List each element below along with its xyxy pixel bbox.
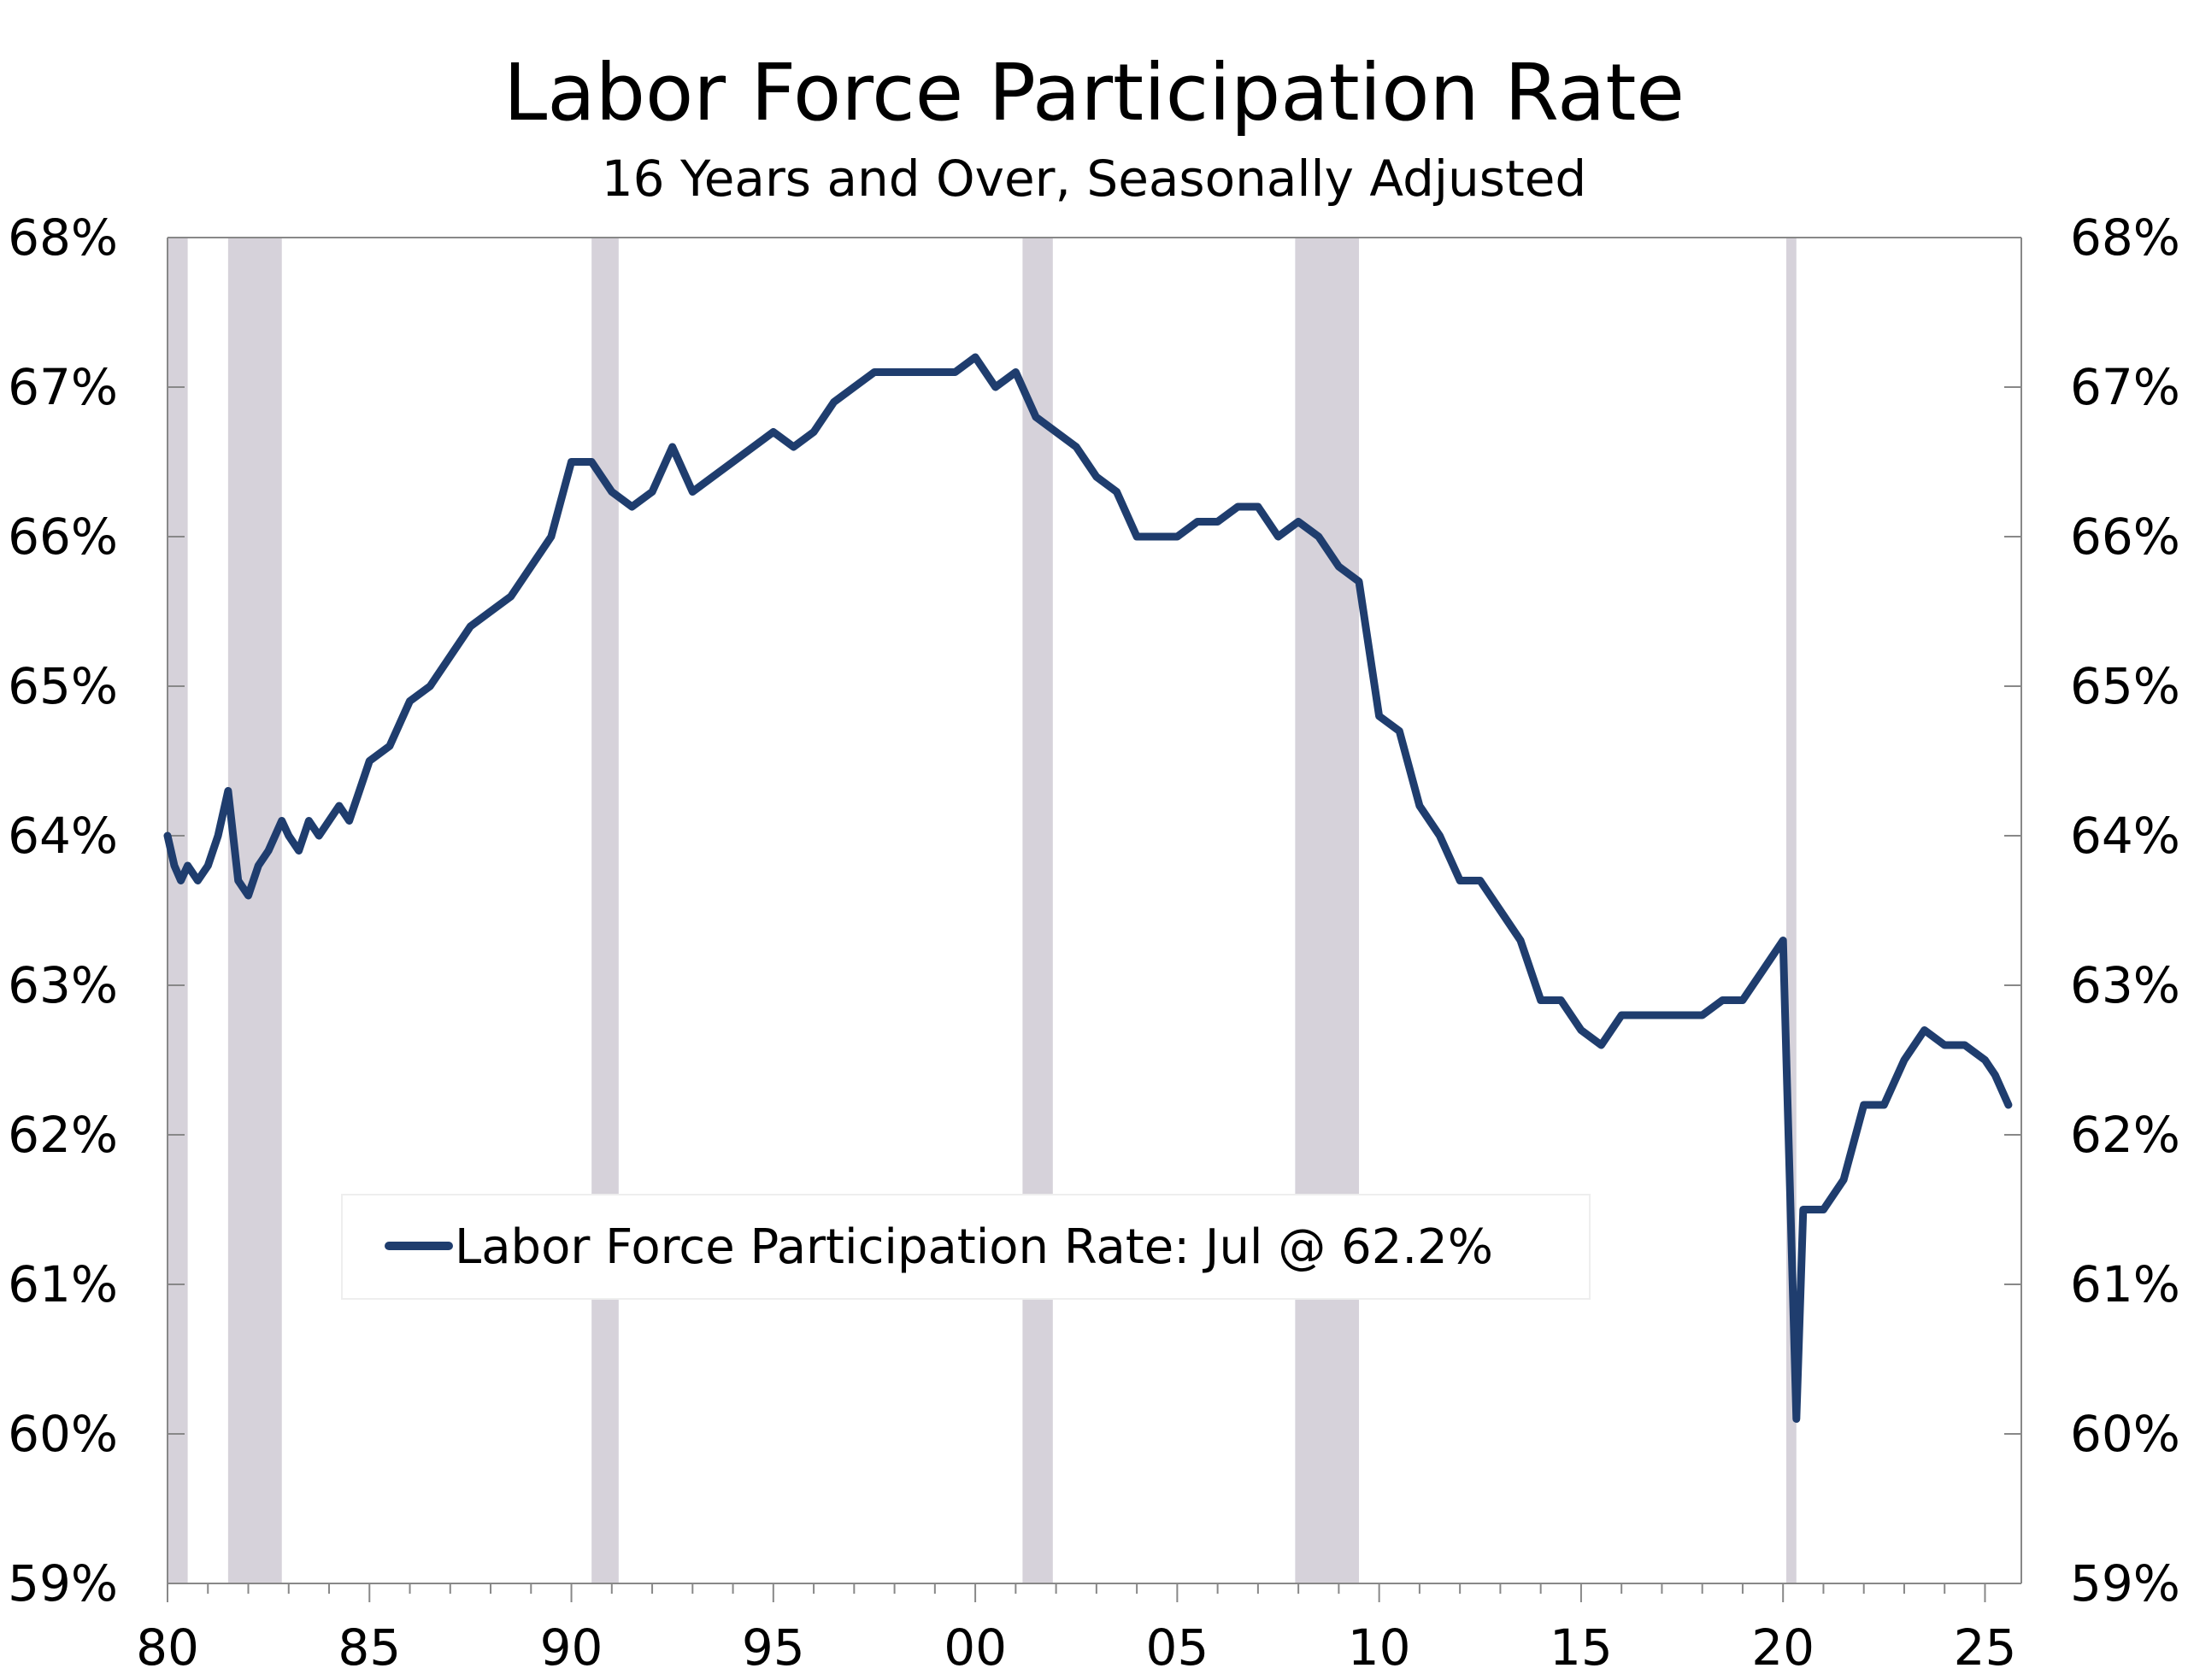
series-line-0 bbox=[163, 353, 2013, 1423]
recession-bands bbox=[168, 238, 1797, 1583]
chart-title: Labor Force Participation Rate bbox=[503, 47, 1685, 138]
x-tick-label: 95 bbox=[742, 1618, 805, 1677]
y-tick-label-right: 65% bbox=[2070, 657, 2180, 715]
y-tick-label-right: 63% bbox=[2070, 956, 2180, 1014]
recession-band-3 bbox=[1022, 238, 1053, 1583]
x-tick-label: 10 bbox=[1348, 1618, 1411, 1677]
y-tick-label-right: 68% bbox=[2070, 209, 2180, 267]
y-tick-label-left: 64% bbox=[8, 807, 118, 865]
y-tick-label-right: 59% bbox=[2070, 1554, 2180, 1612]
y-tick-label-left: 60% bbox=[8, 1405, 118, 1463]
y-tick-label-right: 67% bbox=[2070, 358, 2180, 416]
recession-band-5 bbox=[1785, 238, 1797, 1583]
y-tick-label-left: 61% bbox=[8, 1255, 118, 1313]
x-tick-label: 90 bbox=[540, 1618, 603, 1677]
y-tick-label-left: 67% bbox=[8, 358, 118, 416]
y-tick-label-left: 66% bbox=[8, 508, 118, 566]
y-tick-label-left: 65% bbox=[8, 657, 118, 715]
chart-subtitle: 16 Years and Over, Seasonally Adjusted bbox=[601, 150, 1587, 208]
x-tick-label: 25 bbox=[1954, 1618, 2017, 1677]
recession-band-1 bbox=[227, 238, 282, 1583]
y-tick-label-right: 60% bbox=[2070, 1405, 2180, 1463]
legend: Labor Force Participation Rate: Jul @ 62… bbox=[341, 1194, 1591, 1300]
x-tick-label: 05 bbox=[1145, 1618, 1209, 1677]
y-tick-label-left: 63% bbox=[8, 956, 118, 1014]
x-tick-label: 85 bbox=[338, 1618, 401, 1677]
recession-band-4 bbox=[1295, 238, 1360, 1583]
x-tick-label: 80 bbox=[136, 1618, 199, 1677]
legend-label: Labor Force Participation Rate: Jul @ 62… bbox=[455, 1219, 1493, 1275]
y-tick-label-left: 59% bbox=[8, 1554, 118, 1612]
recession-band-2 bbox=[591, 238, 619, 1583]
y-tick-label-right: 66% bbox=[2070, 508, 2180, 566]
series-layer bbox=[163, 353, 2013, 1423]
legend-box bbox=[341, 1194, 1591, 1300]
y-tick-label-right: 62% bbox=[2070, 1106, 2180, 1164]
y-tick-label-left: 68% bbox=[8, 209, 118, 267]
y-tick-label-right: 64% bbox=[2070, 807, 2180, 865]
y-tick-label-left: 62% bbox=[8, 1106, 118, 1164]
x-tick-label: 20 bbox=[1751, 1618, 1815, 1677]
x-tick-label: 00 bbox=[944, 1618, 1007, 1677]
axes: 59% 59% 60% 60% 61% 61% 62% 62% 63% 63% 64% 64% 65% 6… bbox=[8, 209, 2180, 1677]
x-tick-label: 15 bbox=[1550, 1618, 1613, 1677]
y-tick-label-right: 61% bbox=[2070, 1255, 2180, 1313]
recession-band-0 bbox=[168, 238, 188, 1583]
